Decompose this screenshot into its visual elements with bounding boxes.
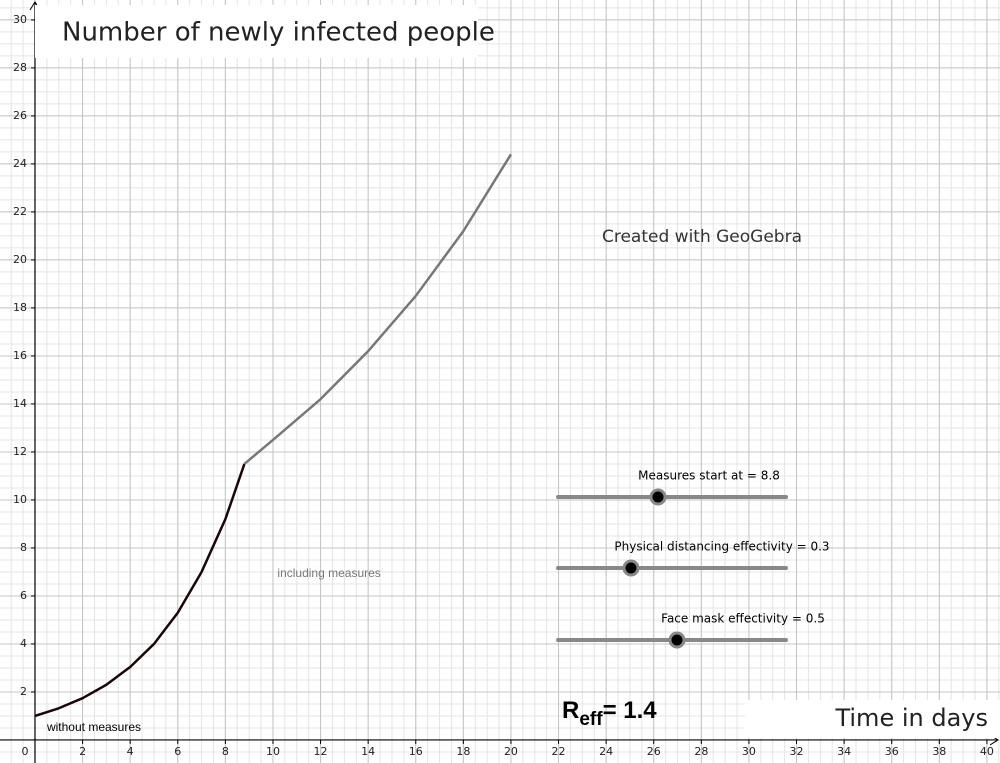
series-label: without measures [46,720,141,734]
x-tick-label: 32 [790,745,804,758]
y-tick-label: 14 [13,397,27,410]
sliders: Measures start at = 8.8 Physical distanc… [556,469,830,649]
x-tick-label: 10 [266,745,280,758]
y-tick-label: 24 [13,157,27,170]
y-tick-label: 22 [13,205,27,218]
x-tick-label: 34 [837,745,851,758]
series-label: including measures [277,566,380,580]
x-tick-label: 12 [314,745,328,758]
slider-knob[interactable] [649,488,667,506]
series-line [243,153,513,465]
y-tick-label: 16 [13,349,27,362]
x-tick-label: 24 [599,745,613,758]
x-tick-label: 40 [980,745,994,758]
x-tick-label: 30 [742,745,756,758]
x-tick-label: 36 [885,745,899,758]
y-tick-label: 20 [13,253,27,266]
x-tick-label: 4 [127,745,134,758]
slider-label: Measures start at = 8.8 [638,469,780,483]
series-line [34,463,246,718]
x-tick-label: 22 [552,745,566,758]
x-label-box [745,700,1000,738]
slider-label: Face mask effectivity = 0.5 [661,612,825,626]
y-tick-label: 2 [20,685,27,698]
x-tick-label: 38 [932,745,946,758]
x-tick-label: 26 [647,745,661,758]
y-tick-label: 26 [13,109,27,122]
y-tick-label: 8 [20,541,27,554]
slider-label: Physical distancing effectivity = 0.3 [614,540,829,554]
slider-knob[interactable] [668,631,686,649]
slider-knob[interactable] [622,559,640,577]
y-tick-label: 10 [13,493,27,506]
title-box [35,5,478,58]
y-tick-label: 28 [13,61,27,74]
watermark: Created with GeoGebra [602,227,802,247]
y-tick-label: 30 [13,13,27,26]
x-tick-label: 6 [174,745,181,758]
y-tick-label: 12 [13,445,27,458]
reff-symbol: R [562,697,579,724]
x-tick-label: 14 [361,745,375,758]
reff-value: = 1.4 [603,697,658,724]
y-tick-label: 6 [20,589,27,602]
x-tick-label: 28 [694,745,708,758]
x-tick-label: 20 [504,745,518,758]
reff: Reff= 1.4 [562,697,657,730]
x-tick-label: 0 [21,745,28,758]
x-tick-label: 16 [409,745,423,758]
y-tick-label: 4 [20,637,27,650]
x-axis-label: Time in days [834,704,988,732]
y-tick-label: 18 [13,301,27,314]
x-tick-label: 8 [222,745,229,758]
chart-title: Number of newly infected people [62,18,495,48]
x-tick-label: 18 [456,745,470,758]
x-tick-label: 2 [79,745,86,758]
reff-subscript: eff [579,709,603,730]
